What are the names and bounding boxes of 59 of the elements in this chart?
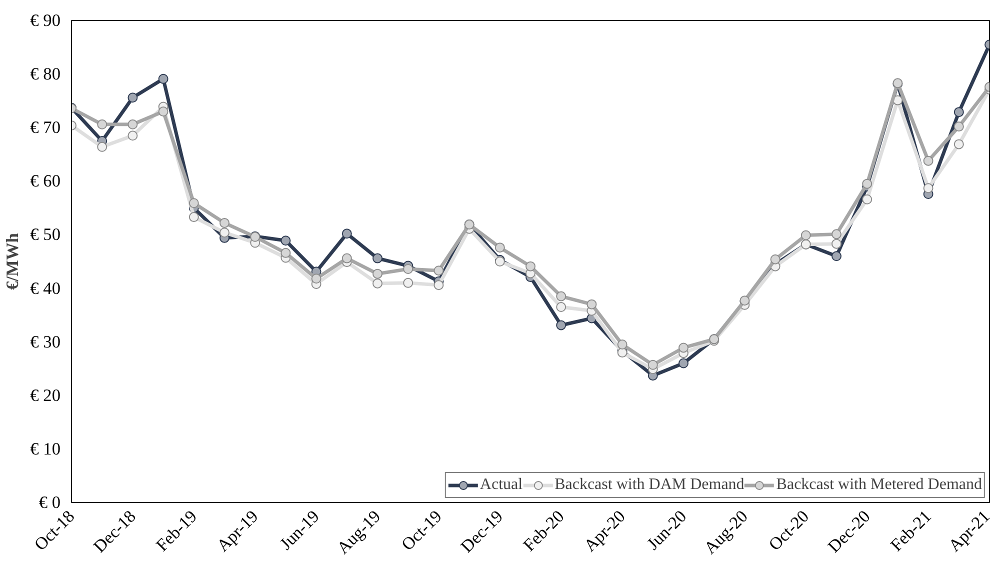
- point: [97, 142, 108, 152]
- y-tick-label: € 0: [38, 493, 61, 512]
- point: [770, 254, 780, 264]
- point: [648, 360, 658, 370]
- point: [403, 264, 414, 274]
- point: [678, 358, 688, 368]
- point: [372, 253, 382, 264]
- point: [158, 74, 168, 84]
- point: [954, 107, 964, 118]
- point: [372, 268, 382, 279]
- point: [434, 280, 444, 290]
- point: [494, 242, 505, 253]
- point: [862, 194, 872, 204]
- point: [220, 218, 230, 228]
- point: [280, 248, 291, 258]
- point: [832, 238, 842, 249]
- point: [862, 178, 872, 189]
- y-tick-label: € 20: [30, 386, 61, 405]
- y-tick-label: € 30: [30, 332, 61, 352]
- point: [556, 291, 566, 302]
- point: [556, 302, 566, 312]
- point: [128, 119, 138, 130]
- point: [923, 183, 934, 194]
- y-tick-label: € 50: [30, 225, 61, 244]
- point: [434, 266, 444, 276]
- point: [158, 106, 168, 117]
- point: [526, 261, 536, 272]
- point: [188, 198, 199, 208]
- point: [128, 92, 138, 103]
- point: [617, 340, 628, 350]
- legend-label: Backcast with Metered Demand: [776, 476, 982, 494]
- y-tick-label: € 70: [30, 118, 61, 138]
- point: [678, 342, 688, 353]
- y-tick-label: € 10: [30, 439, 61, 458]
- y-tick-label: € 60: [30, 172, 61, 191]
- point: [220, 228, 230, 238]
- point: [954, 139, 964, 150]
- legend-label: Backcast with DAM Demand: [554, 476, 744, 494]
- point: [832, 251, 842, 262]
- point: [342, 228, 352, 239]
- point: [800, 230, 811, 240]
- point: [923, 156, 934, 166]
- point: [311, 274, 322, 284]
- point: [586, 299, 597, 310]
- point: [832, 229, 842, 240]
- y-tick-label: € 80: [30, 64, 61, 84]
- y-tick-label: € 40: [30, 278, 61, 298]
- point: [403, 278, 414, 288]
- point: [188, 212, 199, 222]
- point: [97, 119, 108, 130]
- point: [128, 130, 138, 141]
- point: [342, 253, 352, 264]
- legend-label: Actual: [480, 476, 523, 494]
- point: [556, 320, 566, 330]
- point: [280, 236, 291, 246]
- point: [372, 278, 382, 288]
- y-tick-label: € 90: [30, 11, 61, 30]
- point: [954, 122, 964, 132]
- y-axis-title: €/MWh: [3, 232, 22, 290]
